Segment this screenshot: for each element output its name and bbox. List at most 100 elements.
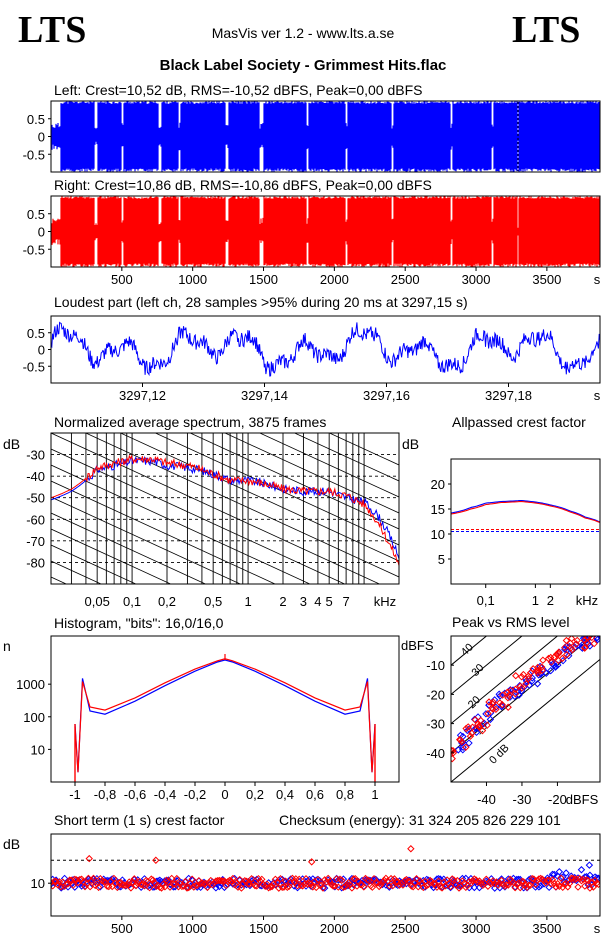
short-term-crest-point — [502, 881, 511, 889]
waveform_left-series — [51, 101, 600, 172]
spectrum-slope-line — [51, 433, 381, 584]
peak-vs-rms-point — [533, 680, 542, 688]
peak-vs-rms-point — [561, 643, 569, 652]
loudest-part-series — [51, 321, 600, 377]
short-term-crest-point — [404, 877, 412, 886]
short-term-crest-point — [236, 875, 244, 884]
spectrum-series-left — [51, 455, 399, 559]
short-term-crest-point — [428, 881, 436, 889]
spectrum-slope-line — [189, 433, 399, 530]
short-term-crest-point — [145, 883, 154, 892]
short-term-crest-point — [229, 880, 237, 888]
spectrum-xtick-label: 3 — [300, 594, 307, 609]
short-term-crest-point — [574, 883, 582, 891]
short-term-crest-point — [198, 880, 207, 888]
short-term-crest-point — [64, 883, 72, 891]
short-term-crest-point — [341, 882, 349, 891]
peak-vs-rms-point — [515, 691, 523, 699]
short-term-crest-point — [113, 879, 122, 888]
spectrum-xtick-label: 4 — [314, 594, 321, 609]
short-term-crest-point — [375, 882, 383, 891]
peak-vs-rms-point — [584, 639, 593, 648]
short-term-crest-point — [244, 880, 252, 888]
short-term-crest-point — [392, 877, 400, 886]
short-term-crest-point — [113, 883, 122, 892]
short-term-crest-point — [229, 874, 237, 883]
short-term-crest-point — [302, 875, 310, 883]
short-term-crest-point — [297, 881, 305, 890]
peak-vs-rms-point — [488, 700, 497, 708]
peak-vs-rms-point — [583, 639, 591, 647]
app-title: MasVis ver 1.2 - www.lts.a.se — [211, 25, 395, 41]
histogram-xtick-label: 0,8 — [336, 787, 354, 802]
peak-vs-rms-point — [492, 705, 500, 714]
peak-vs-rms-xunit-label: dBFS — [566, 792, 599, 807]
spectrum-slope-line — [51, 641, 399, 801]
short-term-crest-point — [485, 878, 494, 887]
peak-vs-rms-point — [472, 728, 481, 737]
peak-vs-rms-ytick-label: -40 — [426, 746, 445, 761]
peak-vs-rms-point — [538, 663, 546, 671]
short-term-crest-point — [525, 881, 533, 889]
short-term-crest-point — [305, 879, 314, 887]
short-term-crest-point — [179, 882, 188, 890]
short-term-crest-point — [98, 876, 106, 885]
peak-vs-rms-point — [489, 698, 497, 706]
spectrum-slope-line — [258, 433, 399, 498]
peak-vs-rms-point — [533, 666, 541, 675]
short-term-crest-point — [356, 880, 365, 889]
short-term-crest-point — [555, 868, 564, 876]
waveform_right-xtick-label: 1000 — [178, 272, 207, 287]
short-term-crest-point — [57, 883, 65, 891]
short-term-crest-point — [264, 884, 273, 892]
short-term-crest-point — [382, 874, 390, 883]
short-term-crest-point — [266, 883, 275, 891]
short-term-crest-point — [161, 883, 169, 891]
peak-vs-rms-point — [462, 743, 470, 751]
peak-vs-rms-point — [511, 690, 520, 698]
waveform_right-ytick-label: -0.5 — [23, 242, 45, 257]
short-term-crest-point — [169, 880, 178, 888]
short-term-crest-point — [582, 876, 591, 884]
histogram-ytick-label: 10 — [31, 742, 45, 757]
short-term-crest-point — [76, 875, 84, 884]
short-term-crest-point — [273, 878, 281, 887]
short-term-crest-point — [553, 872, 562, 880]
peak-vs-rms-ytick-label: -10 — [426, 658, 445, 673]
short-term-crest-point — [433, 883, 441, 891]
peak-vs-rms-point — [522, 679, 530, 688]
logo-left: LTS — [18, 9, 87, 51]
spectrum-slope-line — [51, 480, 276, 584]
short-term-crest-point — [586, 884, 594, 892]
spectrum-slope-line — [293, 433, 399, 482]
spectrum-ytick-label: -60 — [26, 512, 45, 527]
peak-vs-rms-point — [546, 666, 555, 675]
short-term-crest-point — [542, 877, 550, 885]
short-term-crest-point — [586, 871, 594, 879]
peak-vs-rms-point — [475, 722, 483, 730]
short-term-crest-point — [295, 875, 303, 884]
short-term-crest-point — [467, 879, 475, 887]
loudest-part-frame — [50, 315, 601, 384]
short-term-crest-point — [168, 874, 176, 883]
short-term-crest-point — [528, 874, 536, 883]
peak-vs-rms-point — [496, 692, 504, 700]
short-term-crest-point — [585, 861, 594, 869]
short-term-crest-point — [91, 881, 99, 890]
spectrum-slope-line — [51, 544, 137, 584]
short-term-crest-point — [365, 877, 373, 885]
spectrum-slope-line — [119, 433, 399, 562]
loudest_part-xunit-label: s — [594, 388, 601, 403]
spectrum-slope-line — [51, 448, 346, 584]
short-term-crest-point — [434, 874, 443, 883]
short-term-crest-point — [419, 883, 428, 892]
short-term-crest-point — [329, 882, 337, 890]
short-term-crest-point — [496, 879, 504, 887]
spectrum-slope-line — [51, 496, 242, 584]
spectrum-slope-line — [51, 625, 399, 785]
short-term-crest-series-right — [51, 874, 600, 892]
histogram-xtick-label: -0,4 — [154, 787, 176, 802]
peak-vs-rms-point — [511, 685, 520, 693]
short_term_crest-xtick-label: 2500 — [391, 921, 420, 936]
short-term-crest-point — [85, 854, 93, 863]
